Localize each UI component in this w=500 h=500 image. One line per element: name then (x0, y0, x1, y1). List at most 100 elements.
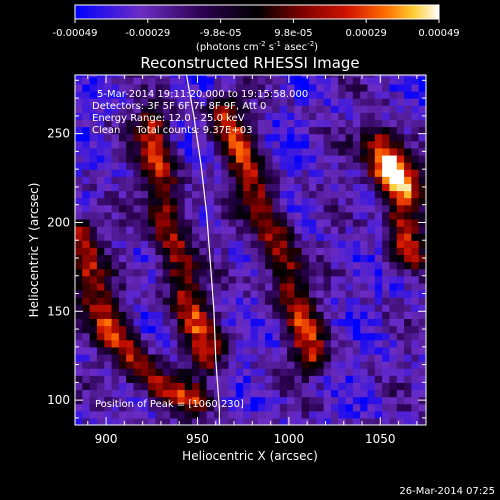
heatmap-cell (221, 154, 230, 163)
heatmap-cell (228, 126, 237, 135)
heatmap-cell (287, 147, 295, 156)
heatmap-cell (104, 76, 113, 85)
heatmap-cell (345, 190, 354, 199)
heatmap-cell (96, 282, 105, 291)
heatmap-cell (75, 226, 83, 234)
heatmap-cell (140, 105, 149, 113)
heatmap-cell (287, 403, 295, 412)
heatmap-cell (411, 318, 420, 327)
heatmap-cell (250, 325, 259, 334)
heatmap-cell (374, 105, 383, 113)
heatmap-cell (118, 133, 127, 142)
heatmap-cell (213, 368, 222, 376)
heatmap-cell (330, 361, 339, 369)
heatmap-cell (228, 105, 237, 113)
heatmap-cell (75, 297, 83, 305)
heatmap-cell (396, 396, 405, 405)
y-tick-label: 150 (47, 304, 70, 318)
heatmap-cell (279, 83, 288, 92)
heatmap-cell (206, 75, 215, 78)
heatmap-cell (382, 98, 391, 106)
heatmap-cell (367, 76, 376, 85)
heatmap-cell (243, 289, 252, 298)
heatmap-cell (360, 318, 369, 327)
heatmap-cell (257, 133, 266, 142)
heatmap-cell (199, 233, 208, 241)
heatmap-cell (382, 382, 391, 391)
heatmap-cell (118, 375, 127, 383)
heatmap-cell (89, 382, 98, 391)
heatmap-cell (352, 254, 361, 263)
heatmap-cell (199, 83, 208, 92)
heatmap-cell (170, 169, 178, 177)
heatmap-cell (118, 105, 127, 113)
heatmap-cell (89, 126, 98, 135)
heatmap-cell (374, 297, 383, 305)
heatmap-cell (389, 375, 398, 383)
heatmap-cell (221, 361, 230, 369)
heatmap-cell (265, 218, 274, 227)
heatmap-cell (279, 275, 288, 284)
heatmap-cell (96, 204, 105, 213)
heatmap-cell (389, 119, 398, 128)
heatmap-cell (294, 204, 303, 213)
heatmap-cell (199, 261, 208, 270)
heatmap-cell (177, 218, 186, 227)
heatmap-cell (272, 417, 281, 425)
heatmap-cell (367, 368, 376, 376)
heatmap-cell (104, 261, 113, 270)
heatmap-cell (82, 83, 91, 92)
heatmap-cell (96, 126, 105, 135)
heatmap-cell (111, 375, 120, 383)
heatmap-cell (309, 282, 317, 291)
heatmap-cell (338, 190, 347, 199)
heatmap-cell (89, 403, 98, 412)
heatmap-cell (360, 162, 369, 170)
heatmap-cell (162, 375, 171, 383)
heatmap-cell (96, 147, 105, 156)
heatmap-cell (338, 162, 347, 170)
heatmap-cell (111, 339, 120, 348)
heatmap-cell (323, 361, 332, 369)
heatmap-cell (177, 226, 186, 234)
heatmap-cell (184, 353, 193, 362)
heatmap-cell (126, 410, 135, 419)
heatmap-cell (338, 325, 347, 334)
heatmap-cell (184, 76, 193, 85)
heatmap-cell (148, 105, 157, 113)
heatmap-cell (140, 98, 149, 106)
heatmap-cell (323, 339, 332, 348)
heatmap-cell (338, 297, 347, 305)
heatmap-cell (89, 361, 98, 369)
heatmap-cell (199, 76, 208, 85)
heatmap-cell (338, 211, 347, 220)
heatmap-cell (243, 417, 252, 425)
heatmap-cell (338, 410, 347, 419)
heatmap-cell (345, 318, 354, 327)
heatmap-cell (170, 375, 178, 383)
heatmap-cell (374, 169, 383, 177)
heatmap-cell (257, 261, 266, 270)
heatmap-cell (184, 98, 193, 106)
heatmap-cell (192, 361, 200, 369)
heatmap-cell (250, 169, 259, 177)
heatmap-cell (177, 140, 186, 149)
heatmap-cell (265, 83, 274, 92)
heatmap-cell (309, 126, 317, 135)
heatmap-cell (96, 154, 105, 163)
heatmap-cell (396, 75, 405, 78)
heatmap-cell (192, 204, 200, 213)
heatmap-cell (199, 90, 208, 99)
heatmap-cell (118, 162, 127, 170)
heatmap-cell (382, 105, 391, 113)
heatmap-cell (177, 197, 186, 206)
heatmap-cell (155, 226, 164, 234)
heatmap-cell (184, 389, 193, 398)
heatmap-cell (360, 154, 369, 163)
heatmap-cell (184, 332, 193, 341)
heatmap-cell (228, 75, 237, 78)
heatmap-cell (140, 297, 149, 305)
heatmap-cell (404, 105, 412, 113)
heatmap-cell (389, 211, 398, 220)
heatmap-cell (192, 304, 200, 312)
